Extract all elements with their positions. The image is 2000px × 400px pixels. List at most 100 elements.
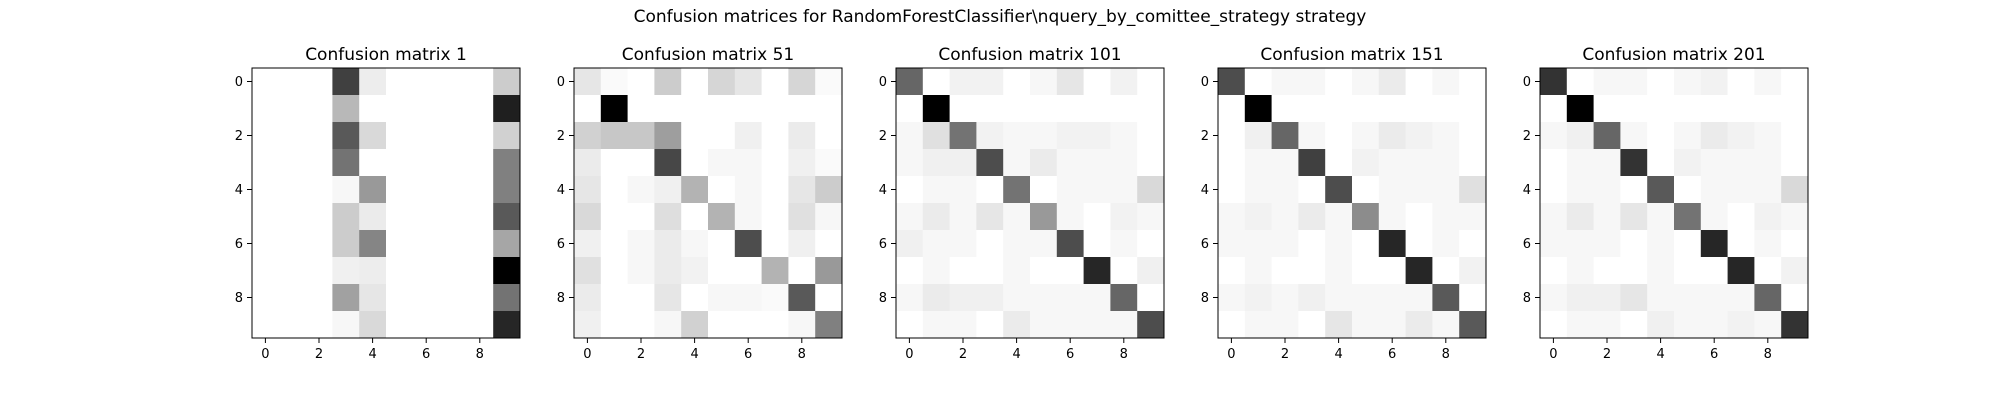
heatmap-cell (1405, 95, 1433, 123)
heatmap-cell (1700, 149, 1728, 177)
heatmap-cell (466, 122, 494, 150)
heatmap-cell (1566, 230, 1594, 258)
heatmap-cell (1700, 176, 1728, 204)
heatmap-cell (600, 311, 628, 339)
heatmap-cell (1566, 95, 1594, 123)
heatmap-cell (1083, 95, 1111, 123)
heatmap-cell (1325, 284, 1353, 312)
heatmap-cell (1030, 230, 1058, 258)
heatmap-cell (1352, 122, 1380, 150)
heatmap-cell (1620, 284, 1648, 312)
panel-title: Confusion matrix 101 (938, 45, 1121, 65)
heatmap-cell (1674, 311, 1702, 339)
heatmap-cell (1378, 203, 1406, 231)
heatmap-cell (1218, 284, 1246, 312)
heatmap-cell (654, 122, 682, 150)
heatmap-cell (681, 284, 709, 312)
heatmap-cell (1727, 176, 1755, 204)
heatmap-cell (734, 257, 762, 285)
heatmap-cell (1003, 257, 1031, 285)
heatmap-cell (1593, 203, 1621, 231)
heatmap-cell (1754, 149, 1782, 177)
x-tick-label: 0 (1227, 347, 1235, 362)
heatmap-cell (1378, 122, 1406, 150)
heatmap-cell (896, 149, 924, 177)
x-tick-label: 0 (905, 347, 913, 362)
heatmap-cell (922, 68, 950, 96)
y-tick-label: 6 (557, 237, 565, 252)
y-tick-label: 0 (557, 75, 565, 90)
y-tick-label: 8 (879, 291, 887, 306)
heatmap-cell (734, 95, 762, 123)
y-tick-label: 0 (235, 75, 243, 90)
heatmap-cell (305, 311, 333, 339)
heatmap-cell (949, 203, 977, 231)
heatmap-cell (252, 284, 280, 312)
heatmap-cell (761, 149, 789, 177)
heatmap-cell (949, 176, 977, 204)
heatmap-cell (1781, 230, 1809, 258)
heatmap-cell (1218, 95, 1246, 123)
heatmap-cell (1003, 122, 1031, 150)
heatmap-cell (922, 176, 950, 204)
heatmap-cell (493, 149, 521, 177)
heatmap-cell (493, 257, 521, 285)
heatmap-cell (654, 257, 682, 285)
heatmap-cell (1110, 95, 1138, 123)
heatmap-cell (1620, 311, 1648, 339)
heatmap-cell (1271, 95, 1299, 123)
heatmap-cell (412, 203, 440, 231)
heatmap-cell (1459, 311, 1487, 339)
heatmap-cell (1540, 257, 1568, 285)
heatmap-cell (305, 122, 333, 150)
heatmap-cell (1781, 176, 1809, 204)
heatmap-cell (1218, 122, 1246, 150)
heatmap-cell (1218, 230, 1246, 258)
heatmap-cell (1137, 230, 1165, 258)
heatmap-cell (1030, 176, 1058, 204)
heatmap-cell (252, 149, 280, 177)
heatmap-cell (386, 203, 414, 231)
y-tick-label: 6 (1523, 237, 1531, 252)
heatmap-cell (1218, 68, 1246, 96)
heatmap-cell (627, 311, 655, 339)
heatmap-cell (1459, 95, 1487, 123)
heatmap-cell (1110, 257, 1138, 285)
heatmap-cell (896, 176, 924, 204)
heatmap-cell (1459, 122, 1487, 150)
heatmap-panel: Confusion matrix 201 0 2 4 6 8 0 2 4 6 8 (1523, 45, 1809, 362)
x-tick-label: 6 (1388, 347, 1396, 362)
heatmap-cell (788, 176, 816, 204)
heatmap-cell (1378, 176, 1406, 204)
heatmap-cell (788, 95, 816, 123)
axes-frame (1217, 67, 1487, 339)
heatmap-cell (278, 311, 306, 339)
heatmap-cell (1056, 176, 1084, 204)
heatmap-cell (1566, 257, 1594, 285)
heatmap-cell (1110, 149, 1138, 177)
heatmap-cell (332, 122, 360, 150)
heatmap-cell (600, 95, 628, 123)
x-tick-label: 8 (476, 347, 484, 362)
heatmap-cell (1110, 311, 1138, 339)
heatmap-cell (788, 230, 816, 258)
heatmap-cell (1405, 257, 1433, 285)
axes-frame (573, 67, 843, 339)
heatmap-cell (1056, 257, 1084, 285)
heatmap-cell (493, 122, 521, 150)
heatmap-cell (734, 68, 762, 96)
heatmap-cell (734, 149, 762, 177)
heatmap-cell (922, 203, 950, 231)
heatmap-cell (1405, 68, 1433, 96)
heatmap-cell (1727, 68, 1755, 96)
heatmap-cell (922, 149, 950, 177)
heatmap-cell (1405, 122, 1433, 150)
heatmap-cell (708, 176, 736, 204)
heatmap-cell (252, 230, 280, 258)
heatmap-cell (439, 230, 467, 258)
heatmap-cell (1754, 176, 1782, 204)
heatmap-cell (1218, 311, 1246, 339)
heatmap-cell (1432, 122, 1460, 150)
